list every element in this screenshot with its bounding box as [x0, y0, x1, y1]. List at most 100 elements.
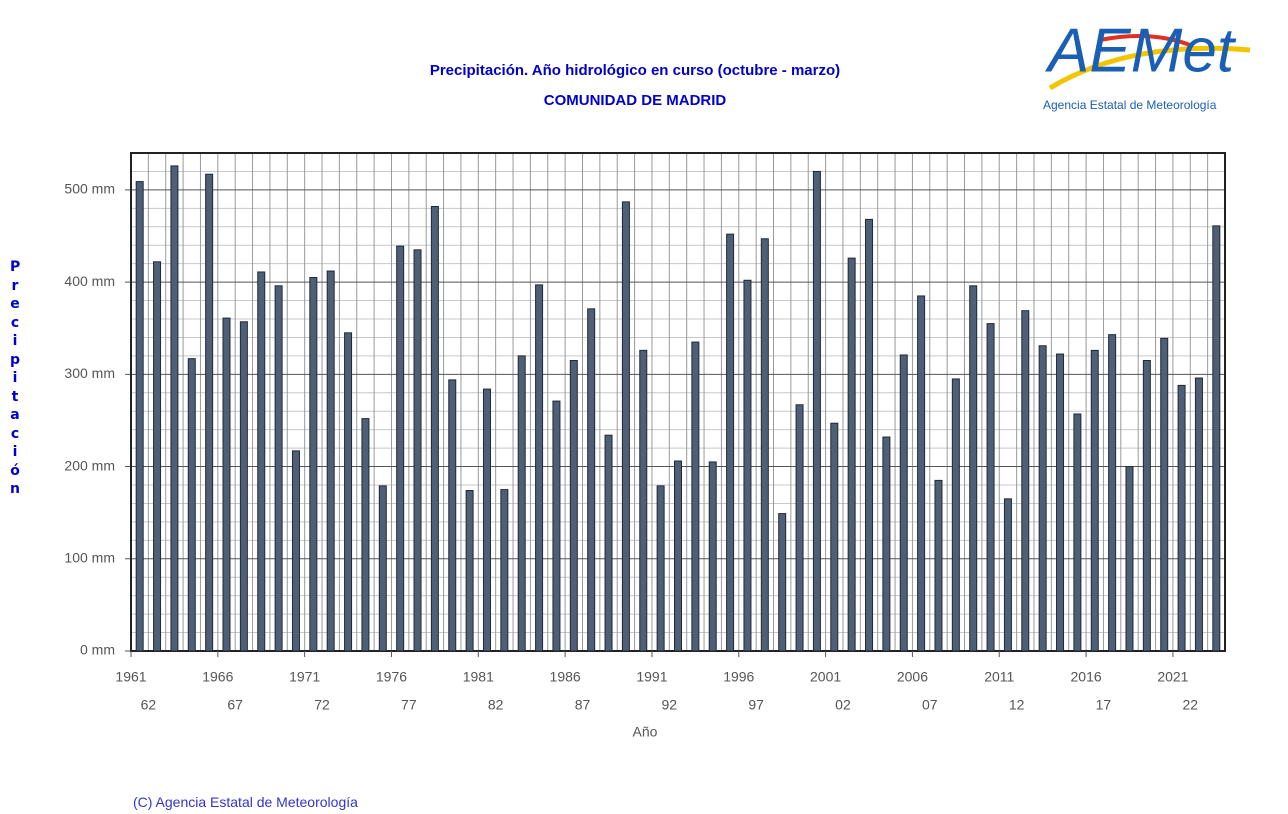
bar	[1177, 384, 1186, 652]
bar	[1038, 345, 1047, 652]
bar	[882, 436, 891, 652]
bar	[899, 354, 908, 652]
x-tick-label: 2011	[984, 669, 1014, 685]
bar	[934, 479, 943, 652]
x-tick-label: 1996	[723, 669, 754, 685]
bar	[326, 270, 335, 652]
bar	[309, 277, 318, 652]
x-tick-label: 2021	[1157, 669, 1188, 685]
chart-subtitle: COMUNIDAD DE MADRID	[544, 92, 727, 109]
bar	[830, 422, 839, 652]
bar	[674, 460, 682, 652]
bar	[951, 378, 960, 652]
logo-mark: AEMet	[1044, 16, 1237, 85]
x-tick-label-end: 07	[922, 697, 938, 713]
bar	[760, 238, 769, 652]
y-tick-label: 100 mm	[64, 549, 115, 565]
bar	[621, 201, 630, 652]
bar	[378, 485, 387, 652]
x-tick-label: 1961	[115, 669, 146, 685]
x-tick-label: 1981	[463, 669, 494, 685]
x-tick-label-end: 92	[662, 697, 678, 713]
y-tick-label: 200 mm	[64, 457, 115, 473]
bar	[291, 450, 300, 652]
x-tick-label: 2006	[897, 669, 928, 685]
bar	[239, 321, 248, 652]
bar	[1212, 225, 1221, 652]
x-tick-label-end: 82	[488, 697, 504, 713]
bar	[708, 461, 717, 652]
x-tick-label-end: 87	[575, 697, 591, 713]
chart-title: Precipitación. Año hidrológico en curso …	[430, 62, 840, 79]
bar	[205, 173, 214, 652]
logo-text: Agencia Estatal de Meteorología	[1043, 98, 1217, 112]
bar	[257, 271, 266, 652]
bar	[535, 284, 544, 652]
y-tick-label: 300 mm	[64, 365, 115, 381]
bar	[1021, 310, 1030, 652]
logo-swoosh	[1048, 45, 1251, 91]
bar	[1090, 349, 1099, 652]
bar	[170, 165, 179, 652]
x-tick-label-end: 77	[401, 697, 417, 713]
bar	[1160, 337, 1169, 652]
x-tick-label-end: 67	[227, 697, 243, 713]
bar	[465, 490, 474, 652]
copyright: (C) Agencia Estatal de Meteorología	[133, 794, 358, 810]
bar	[500, 489, 509, 652]
y-axis-label: Precipitación	[10, 259, 21, 497]
bar	[778, 513, 787, 652]
bar	[1142, 360, 1151, 652]
bar	[482, 388, 491, 652]
x-tick-label: 1986	[550, 669, 581, 685]
bar	[517, 355, 526, 652]
bar	[639, 349, 648, 652]
bar	[135, 181, 144, 652]
bar	[222, 317, 231, 652]
x-tick-label-end: 12	[1009, 697, 1025, 713]
x-tick-label-end: 22	[1182, 697, 1198, 713]
bar	[344, 332, 353, 652]
bar	[1108, 334, 1117, 652]
bar	[361, 418, 370, 652]
bar	[274, 285, 283, 652]
x-tick-label: 2016	[1071, 669, 1102, 685]
bar	[604, 434, 613, 652]
x-tick-label: 1971	[289, 669, 320, 685]
bar	[812, 170, 821, 652]
x-tick-label: 1976	[376, 669, 407, 685]
bar	[969, 285, 978, 652]
x-tick-label: 1966	[202, 669, 233, 685]
x-tick-label-end: 62	[141, 697, 157, 713]
bar	[795, 404, 804, 652]
bar	[569, 360, 578, 652]
bar	[587, 308, 596, 652]
bar	[656, 485, 665, 652]
bar	[552, 400, 561, 652]
bar	[865, 218, 874, 652]
bar	[448, 379, 457, 652]
bar	[1125, 466, 1134, 652]
bar	[396, 245, 405, 652]
bar	[726, 233, 735, 652]
bar	[1194, 377, 1203, 652]
x-tick-label: 1991	[636, 669, 667, 685]
bar	[1073, 413, 1082, 652]
bar	[413, 249, 422, 652]
y-tick-label: 400 mm	[64, 273, 115, 289]
bar	[1056, 353, 1065, 652]
bar	[691, 341, 700, 652]
bar	[1003, 498, 1012, 652]
bar	[153, 261, 162, 652]
y-tick-label: 0 mm	[80, 642, 115, 658]
bar	[187, 358, 196, 652]
y-tick-label: 500 mm	[64, 181, 115, 197]
bar	[430, 205, 439, 652]
logo: AEMet Agencia Estatal de Meteorología	[1043, 16, 1251, 112]
logo-swoosh	[1099, 34, 1191, 47]
x-tick-label-end: 72	[314, 697, 330, 713]
x-axis-label: Año	[633, 724, 658, 740]
x-tick-label-end: 02	[835, 697, 851, 713]
